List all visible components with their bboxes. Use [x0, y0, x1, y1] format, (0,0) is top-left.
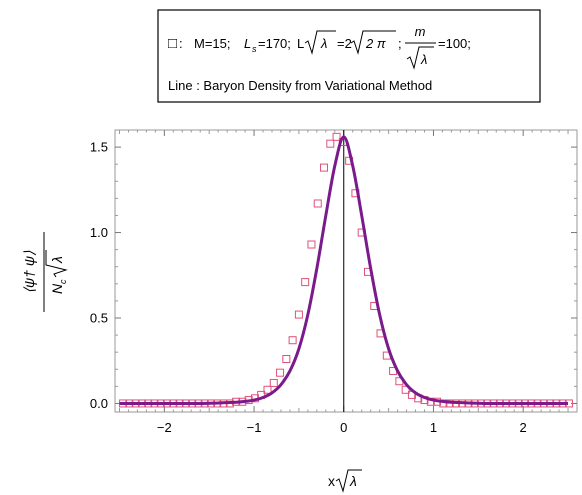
legend-line1-Ls-L: L	[244, 36, 251, 51]
data-point-square	[401, 385, 410, 394]
legend-sqrt-lambda-den-radical	[406, 46, 434, 70]
data-point-square	[332, 132, 341, 141]
ylabel-numerator: ⟨ψ† ψ⟩	[21, 250, 37, 294]
legend-line1-lambda: λ	[320, 36, 327, 51]
legend-line1-M: M=15;	[194, 36, 231, 51]
legend-square-glyph: □	[168, 35, 177, 52]
ylabel-den-sub: c	[58, 279, 68, 284]
xlabel-sqrt-radical	[335, 469, 362, 493]
data-point-square	[282, 355, 291, 364]
legend-sqrt-lambda-radical	[304, 30, 336, 55]
legend-line1-eq2: =2	[337, 36, 352, 51]
plot-frame	[114, 129, 578, 413]
x-tick-label: 1	[430, 420, 437, 435]
x-tick-label: −2	[157, 420, 172, 435]
legend-line1-sep: :	[179, 36, 183, 51]
legend-sqrt-2pi-radical	[350, 30, 396, 55]
xlabel-lambda: λ	[349, 473, 357, 489]
series-line	[119, 135, 569, 405]
legend: □ : M=15; L s =170; L λ =2 2 π ; m λ =10…	[157, 9, 541, 103]
legend-line1-den-lambda: λ	[420, 52, 427, 67]
data-point-square	[269, 378, 278, 387]
x-tick-label: 0	[340, 420, 347, 435]
axis-ticks	[115, 130, 577, 412]
ylabel-sqrt-radical	[45, 250, 68, 278]
data-point-square	[301, 278, 310, 287]
axis-tick-labels: −2 −1 0 1 2 0.0 0.5 1.0 1.5	[90, 140, 527, 435]
legend-line1-Ls-sub: s	[252, 44, 257, 54]
x-axis-label: x λ	[328, 469, 362, 493]
data-point-square	[307, 240, 316, 249]
legend-line1-m: m	[415, 24, 426, 39]
y-axis-label: ⟨ψ† ψ⟩ N c λ	[21, 232, 68, 312]
legend-line1-Ls-val: =170;	[258, 36, 291, 51]
data-point-square	[288, 336, 297, 345]
legend-frame	[157, 9, 541, 103]
legend-line1-eq100: =100;	[438, 36, 471, 51]
ylabel-den-lambda: λ	[49, 256, 65, 264]
y-tick-label: 1.0	[90, 225, 108, 240]
data-point-square	[294, 310, 303, 319]
series-markers	[119, 132, 573, 408]
legend-line2: Line : Baryon Density from Variational M…	[168, 78, 432, 93]
y-tick-label: 0.5	[90, 311, 108, 326]
x-tick-label: 2	[520, 420, 527, 435]
ylabel-den-N: N	[49, 283, 65, 294]
data-point-square	[313, 199, 322, 208]
data-point-square	[276, 368, 285, 377]
y-tick-label: 0.0	[90, 396, 108, 411]
data-point-square	[320, 163, 329, 172]
legend-line1-semi: ;	[398, 36, 402, 51]
x-tick-label: −1	[247, 420, 262, 435]
data-point-square	[439, 399, 448, 408]
variational-density-line	[119, 135, 569, 405]
legend-line1-two-pi: 2 π	[365, 36, 386, 51]
y-tick-label: 1.5	[90, 140, 108, 155]
legend-line1-L: L	[297, 36, 304, 51]
xlabel-x: x	[328, 473, 335, 489]
data-point-square	[263, 385, 272, 394]
data-point-square	[326, 139, 335, 148]
